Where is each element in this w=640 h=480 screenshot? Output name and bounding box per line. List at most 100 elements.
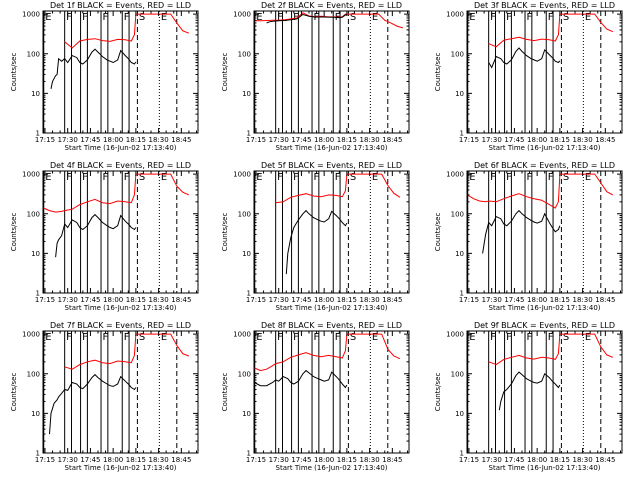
y-tick-label: 10: [242, 410, 251, 418]
marker-flag: S: [350, 12, 356, 23]
marker-flag: S: [139, 172, 145, 183]
plot-frame: [253, 170, 410, 294]
marker-flag: E: [161, 332, 167, 343]
x-axis-label: Start Time (16-Jun-02 17:13:40): [276, 464, 388, 472]
marker-flag: E: [585, 172, 591, 183]
y-tick-label: 1: [36, 450, 40, 458]
marker-flag: F: [124, 172, 130, 183]
y-tick-label: 100: [238, 370, 251, 378]
y-tick-label: 10: [31, 410, 40, 418]
marker-flag: F: [277, 172, 283, 183]
marker-flag: E: [256, 172, 262, 183]
events-series-line: [266, 13, 348, 24]
marker-flag: F: [82, 332, 88, 343]
x-tick-label: 18:30: [573, 296, 593, 304]
y-axis-label: Counts/sec: [221, 373, 229, 412]
marker-flag: F: [490, 172, 496, 183]
marker-flag: F: [527, 12, 533, 23]
x-tick-label: 17:15: [246, 456, 266, 464]
marker-flag: F: [527, 332, 533, 343]
events-series-line: [482, 209, 561, 254]
x-tick-label: 18:00: [527, 136, 547, 144]
lld-series-line: [488, 13, 614, 48]
x-tick-label: 18:00: [314, 136, 334, 144]
marker-flag: F: [66, 172, 72, 183]
y-tick-label: 1: [247, 290, 251, 298]
marker-flag: F: [506, 332, 512, 343]
y-tick-label: 1000: [233, 331, 251, 339]
lld-series-line: [254, 333, 401, 372]
marker-flag: E: [372, 332, 378, 343]
y-tick-label: 100: [451, 370, 464, 378]
marker-flag: E: [256, 332, 262, 343]
y-tick-label: 1: [247, 450, 251, 458]
y-axis-label: Counts/sec: [10, 373, 18, 412]
lld-series-line: [64, 333, 190, 370]
lld-series-line: [488, 333, 614, 366]
x-tick-label: 17:15: [35, 296, 55, 304]
x-tick-label: 18:00: [103, 456, 123, 464]
x-axis-label: Start Time (16-Jun-02 17:13:40): [489, 464, 601, 472]
y-tick-label: 1000: [233, 171, 251, 179]
x-tick-label: 17:30: [269, 136, 289, 144]
marker-flag: E: [45, 12, 51, 23]
plot-frame: [466, 170, 623, 294]
marker-flag: E: [161, 12, 167, 23]
lld-series-line: [467, 173, 614, 209]
x-tick-label: 18:15: [126, 456, 146, 464]
plot-frame: [253, 330, 410, 454]
marker-flag: E: [372, 172, 378, 183]
lld-series-line: [275, 173, 401, 204]
marker-flag: F: [548, 12, 554, 23]
y-tick-label: 1: [36, 130, 40, 138]
x-axis-label: Start Time (16-Jun-02 17:13:40): [65, 144, 177, 152]
x-tick-label: 17:15: [35, 456, 55, 464]
x-tick-label: 18:00: [103, 296, 123, 304]
marker-flag: F: [103, 172, 109, 183]
x-tick-label: 18:15: [126, 296, 146, 304]
x-tick-label: 18:45: [171, 456, 191, 464]
plot-frame: [466, 330, 623, 454]
plot-frame: [42, 170, 199, 294]
marker-flag: F: [277, 332, 283, 343]
y-axis-label: Counts/sec: [434, 213, 442, 252]
y-tick-label: 1000: [22, 331, 40, 339]
x-tick-label: 17:45: [80, 456, 100, 464]
marker-flag: F: [548, 172, 554, 183]
y-axis-label: Counts/sec: [434, 373, 442, 412]
marker-flag: F: [293, 332, 299, 343]
x-tick-label: 17:30: [58, 456, 78, 464]
x-tick-label: 17:30: [269, 296, 289, 304]
x-tick-label: 17:45: [504, 136, 524, 144]
x-axis-label: Start Time (16-Jun-02 17:13:40): [276, 144, 388, 152]
y-axis-label: Counts/sec: [10, 53, 18, 92]
y-tick-label: 1: [460, 450, 464, 458]
y-tick-label: 1: [460, 290, 464, 298]
y-tick-label: 10: [242, 90, 251, 98]
marker-flag: S: [350, 172, 356, 183]
plot-frame: [253, 10, 410, 134]
y-tick-label: 1000: [446, 171, 464, 179]
x-tick-label: 17:15: [459, 456, 479, 464]
x-tick-label: 18:15: [550, 296, 570, 304]
marker-flag: F: [490, 12, 496, 23]
marker-flag: F: [506, 12, 512, 23]
marker-flag: S: [563, 332, 569, 343]
y-tick-label: 10: [455, 90, 464, 98]
marker-flag: S: [139, 332, 145, 343]
panel-title: Det 5f BLACK = Events, RED = LLD: [261, 161, 402, 170]
marker-flag: E: [469, 332, 475, 343]
marker-flag: F: [293, 172, 299, 183]
events-series-line: [50, 48, 137, 89]
y-axis-label: Counts/sec: [221, 53, 229, 92]
marker-flag: E: [585, 332, 591, 343]
x-tick-label: 17:30: [58, 296, 78, 304]
panel-title: Det 7f BLACK = Events, RED = LLD: [50, 321, 191, 330]
x-tick-label: 17:45: [80, 296, 100, 304]
x-tick-label: 17:45: [80, 136, 100, 144]
